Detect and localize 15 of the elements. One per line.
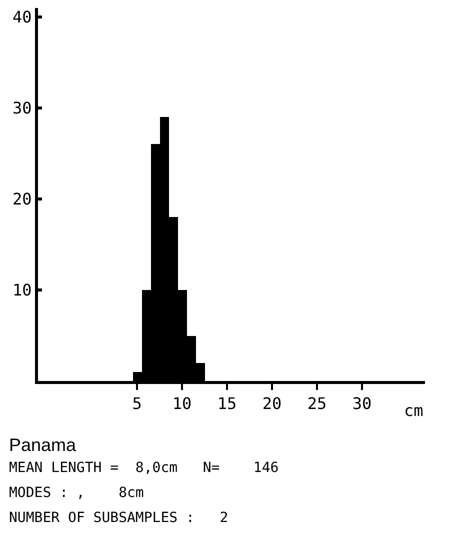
x-tick-label: 30 <box>352 394 372 414</box>
text: NUMBER OF SUBSAMPLES : 2 <box>9 510 228 526</box>
text: MODES : , 8cm <box>9 485 144 501</box>
y-tick-label: 20 <box>12 190 32 209</box>
y-tick-label: 10 <box>12 280 32 300</box>
y-tick-label: 40 <box>12 8 32 27</box>
text: Panama <box>9 435 78 455</box>
x-tick-label: 15 <box>217 394 237 414</box>
x-tick-label: 5 <box>132 394 142 414</box>
x-tick-label: 20 <box>262 394 282 414</box>
x-tick-label: 10 <box>172 394 192 414</box>
y-tick-label: 30 <box>12 98 32 118</box>
x-axis-title: cm <box>404 401 424 420</box>
x-tick-label: 25 <box>307 394 327 414</box>
text: MEAN LENGTH = 8,0cm N= 146 <box>9 460 279 476</box>
